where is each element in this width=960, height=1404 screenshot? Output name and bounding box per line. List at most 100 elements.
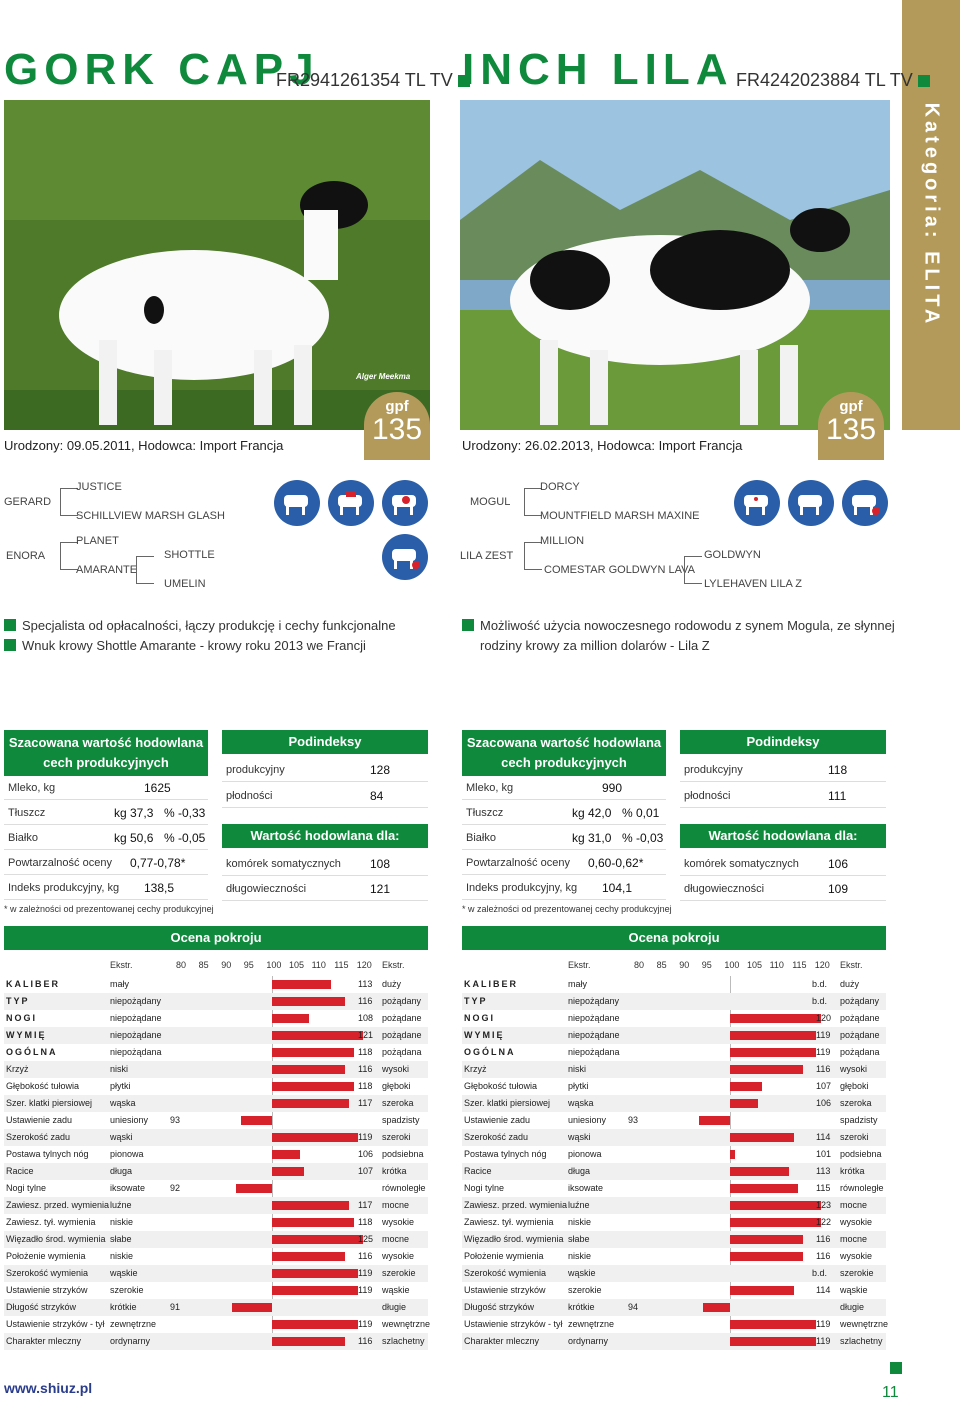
trait-name: Więzadło środ. wymienia bbox=[464, 1234, 564, 1244]
trait-value: 118 bbox=[358, 1217, 373, 1227]
trait-name: WYMIĘ bbox=[464, 1030, 505, 1040]
trait-low: wąska bbox=[568, 1098, 594, 1108]
trait-name: KALIBER bbox=[464, 979, 518, 989]
ped-dam: LILA ZEST bbox=[460, 550, 514, 562]
scale-tick: 105 bbox=[747, 960, 763, 970]
ekstr-label: Ekstr. bbox=[382, 960, 405, 970]
trait-bar bbox=[698, 1116, 731, 1125]
trait-low: niepożądane bbox=[568, 1013, 620, 1023]
trait-name: Długość strzyków bbox=[464, 1302, 535, 1312]
trait-low: szerokie bbox=[110, 1285, 144, 1295]
production-row-label: Białko bbox=[466, 832, 496, 844]
trait-low: niepożądany bbox=[110, 996, 162, 1006]
photo-credit: Alger Meekma bbox=[356, 372, 411, 381]
production-row-label: Indeks produkcyjny, kg bbox=[466, 882, 578, 894]
production-row-label: Tłuszcz bbox=[8, 807, 46, 819]
trait-high: wysokie bbox=[840, 1217, 873, 1227]
trait-bar bbox=[272, 1082, 354, 1091]
trait-low: uniesiony bbox=[568, 1115, 607, 1125]
trait-high: wysoki bbox=[382, 1064, 410, 1074]
trait-name: Szerokość wymienia bbox=[464, 1268, 547, 1278]
trait-value: 106 bbox=[816, 1098, 832, 1108]
scale-tick: 110 bbox=[769, 960, 784, 970]
trait-high: duży bbox=[382, 979, 402, 989]
trait-low: długa bbox=[110, 1166, 133, 1176]
trait-bar bbox=[730, 1320, 817, 1329]
ped-sire-sire: DORCY bbox=[540, 481, 580, 493]
left-bull-id-text: FR2941261354 TL TV bbox=[276, 70, 453, 90]
trait-value: 119 bbox=[816, 1319, 831, 1329]
scale-tick: 120 bbox=[356, 960, 372, 970]
trait-low: niepożądane bbox=[568, 1030, 620, 1040]
trait-bar bbox=[272, 980, 332, 989]
trait-value: 125 bbox=[358, 1234, 374, 1244]
trait-bar bbox=[272, 1031, 363, 1040]
podindeks-label: długowieczności bbox=[684, 883, 765, 895]
trait-low: zewnętrzne bbox=[110, 1319, 157, 1329]
trait-value: 116 bbox=[358, 1251, 373, 1261]
gpf-label: gpf bbox=[839, 398, 863, 415]
ekstr-label: Ekstr. bbox=[110, 960, 133, 970]
footer-url[interactable]: www.shiuz.pl bbox=[4, 1380, 93, 1396]
trait-bar bbox=[730, 1133, 794, 1142]
trait-high: mocne bbox=[840, 1234, 868, 1244]
trait-low: niskie bbox=[110, 1251, 134, 1261]
trait-high: wysokie bbox=[382, 1217, 415, 1227]
ocena-header: Ocena pokroju bbox=[4, 926, 428, 950]
breeding-value-header: Wartość hodowlana dla: bbox=[680, 824, 886, 848]
trait-name: Zawiesz. przed. wymienia bbox=[6, 1200, 110, 1210]
production-value: 104,1 bbox=[602, 881, 633, 895]
trait-high: szeroki bbox=[382, 1132, 411, 1142]
scale-tick: 115 bbox=[792, 960, 807, 970]
trait-bar bbox=[730, 1167, 790, 1176]
bullet-item: Możliwość użycia nowoczesnego rodowodu z… bbox=[462, 616, 895, 636]
trait-bar bbox=[231, 1303, 273, 1312]
production-value: 1625 bbox=[144, 781, 171, 795]
trait-bar bbox=[272, 1252, 345, 1261]
scale-tick: 85 bbox=[656, 960, 667, 970]
trait-name: Szer. klatki piersiowej bbox=[6, 1098, 93, 1108]
category-label: Kategoria: ELITA bbox=[920, 102, 943, 328]
trait-value: 94 bbox=[628, 1302, 639, 1312]
trait-high: szerokie bbox=[840, 1268, 874, 1278]
production-row-label: Powtarzalność oceny bbox=[8, 857, 112, 869]
podindeks-row: płodności 84 bbox=[222, 784, 428, 808]
podindeks-label: produkcyjny bbox=[684, 764, 743, 776]
trait-bar bbox=[272, 1150, 300, 1159]
trait-low: pionowa bbox=[110, 1149, 144, 1159]
trait-value: 121 bbox=[358, 1030, 374, 1040]
trait-high: spadzisty bbox=[840, 1115, 878, 1125]
trait-bar bbox=[272, 1048, 354, 1057]
ped-line bbox=[60, 488, 78, 516]
ped-line bbox=[524, 488, 542, 516]
ped-dam-dam-dam: LYLEHAVEN LILA Z bbox=[704, 578, 803, 590]
trait-row: Szerokość wymienia wąskie szerokie 119 bbox=[4, 1265, 428, 1282]
ped-dam-dam: AMARANTE bbox=[76, 564, 138, 576]
trait-bar bbox=[272, 1014, 309, 1023]
production-row: Powtarzalność oceny 0,77-0,78* bbox=[4, 851, 208, 875]
trait-value: 93 bbox=[170, 1115, 181, 1125]
trait-name: NOGI bbox=[6, 1013, 38, 1023]
trait-name: Nogi tylne bbox=[6, 1183, 47, 1193]
trait-value: 116 bbox=[358, 1336, 373, 1346]
trait-value: 108 bbox=[358, 1013, 374, 1023]
trait-value: 93 bbox=[628, 1115, 639, 1125]
trait-low: niski bbox=[568, 1064, 587, 1074]
trait-bar bbox=[730, 1031, 817, 1040]
left-bullets: Specjalista od opłacalności, łączy produ… bbox=[4, 616, 396, 656]
trait-name: Ustawienie strzyków bbox=[6, 1285, 88, 1295]
podindeks-label: komórek somatycznych bbox=[684, 858, 799, 870]
bullet-text: rodziny krowy za million dolarów - Lila … bbox=[480, 638, 710, 653]
trait-name: Zawiesz. tył. wymienia bbox=[6, 1217, 96, 1227]
page-number: 11 bbox=[882, 1384, 899, 1401]
podindeksy-header: Podindeksy bbox=[680, 730, 886, 754]
trait-row: NOGI niepożądane pożądane 120 bbox=[462, 1010, 886, 1027]
trait-low: luźne bbox=[110, 1200, 132, 1210]
trait-bar bbox=[272, 1201, 350, 1210]
trait-high: pożądane bbox=[840, 1013, 880, 1023]
trait-row: NOGI niepożądane pożądane 108 bbox=[4, 1010, 428, 1027]
trait-row: WYMIĘ niepożądane pożądane 121 bbox=[4, 1027, 428, 1044]
scale-tick: 110 bbox=[311, 960, 326, 970]
trait-value: b.d. bbox=[812, 1268, 828, 1278]
production-value: % -0,05 bbox=[164, 831, 206, 845]
